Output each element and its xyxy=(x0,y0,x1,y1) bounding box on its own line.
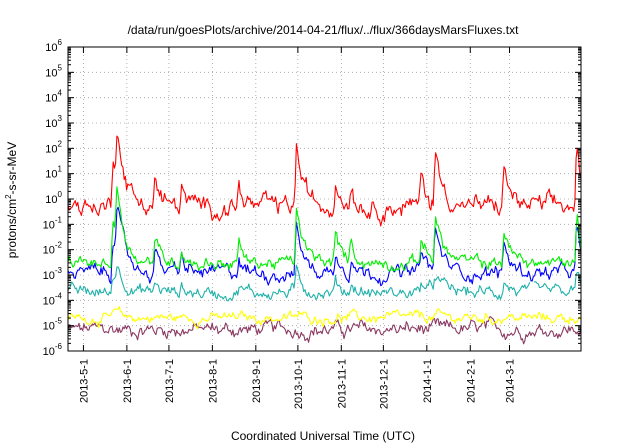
y-tick-label: 10-2 xyxy=(43,241,63,257)
y-tick-label: 10-4 xyxy=(43,291,63,307)
series-line xyxy=(67,306,582,330)
x-tick-label: 2013-10-1 xyxy=(293,359,305,409)
x-tick-label: 2013-6-1 xyxy=(122,359,134,403)
x-tick-label: 2013-12-1 xyxy=(378,359,390,409)
grid xyxy=(68,47,581,351)
x-tick-label: 2013-11-1 xyxy=(336,359,348,408)
y-tick-label: 103 xyxy=(45,114,62,130)
y-tick-label: 10-5 xyxy=(43,317,63,333)
x-tick-label: 2014-2-1 xyxy=(465,359,477,403)
y-tick-label: 106 xyxy=(45,38,62,54)
x-tick-label: 2013-8-1 xyxy=(207,359,219,403)
y-tick-label: 100 xyxy=(45,190,62,206)
x-tick-label: 2013-5-1 xyxy=(78,359,90,403)
series-layer xyxy=(67,135,582,345)
y-axis: 10-6 10-5 10-4 10-3 10-2 10-1 100 101 102 103 104 1… xyxy=(43,38,581,358)
y-tick-label: 10-3 xyxy=(43,266,63,282)
x-axis: 2013-5-1 2013-6-1 2013-7-1 2013-8-1 2013-9-1… xyxy=(78,47,517,409)
y-axis-label-base: protons/cm xyxy=(5,199,19,258)
x-tick-label: 2013-7-1 xyxy=(164,359,176,403)
x-axis-label: Coordinated Universal Time (UTC) xyxy=(231,429,415,443)
y-tick-label: 101 xyxy=(45,165,62,181)
series-line xyxy=(67,186,582,272)
series-line xyxy=(67,135,582,227)
y-tick-label: 105 xyxy=(45,63,62,79)
y-axis-label: protons/cm2-s-sr-MeV xyxy=(4,142,19,258)
y-tick-label: 102 xyxy=(45,139,62,155)
y-tick-label: 104 xyxy=(45,89,62,105)
y-tick-label: 10-1 xyxy=(43,215,63,231)
chart-title: /data/run/goesPlots/archive/2014-04-21/f… xyxy=(128,23,520,37)
x-tick-label: 2013-9-1 xyxy=(251,359,263,403)
series-line xyxy=(67,206,582,287)
x-tick-label: 2014-1-1 xyxy=(422,359,434,403)
x-tick-label: 2014-3-1 xyxy=(505,359,517,403)
y-axis-label-sup: 2 xyxy=(4,194,13,199)
series-line xyxy=(67,316,582,345)
series-line xyxy=(67,264,582,302)
y-tick-label: 10-6 xyxy=(43,342,63,358)
y-axis-label-rest: -s-sr-MeV xyxy=(5,142,19,195)
